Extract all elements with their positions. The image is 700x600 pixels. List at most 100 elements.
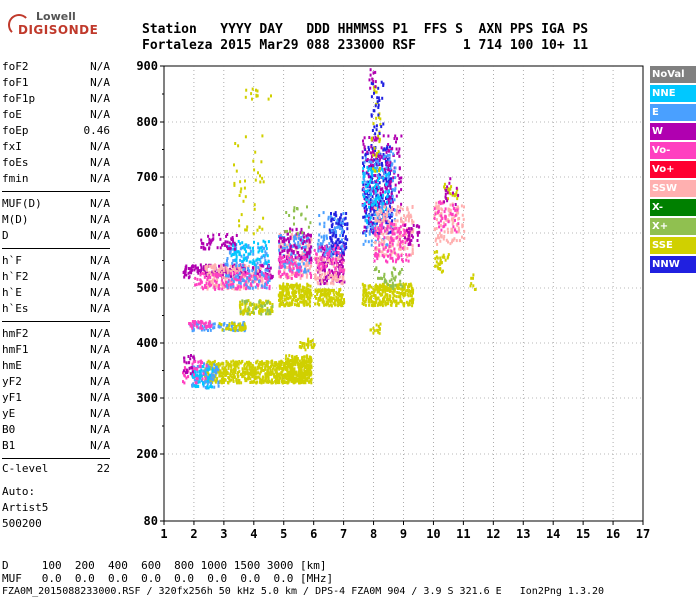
- echo-point: [373, 191, 376, 195]
- echo-point: [337, 222, 340, 226]
- echo-point: [329, 300, 332, 304]
- echo-point: [213, 385, 216, 389]
- echo-point: [266, 269, 269, 273]
- echo-point: [374, 300, 377, 304]
- echo-point: [249, 284, 252, 288]
- echo-point: [250, 372, 253, 376]
- echo-point: [361, 188, 364, 192]
- echo-point: [239, 242, 242, 246]
- echo-point: [227, 278, 230, 282]
- echo-point: [392, 224, 395, 228]
- echo-point: [438, 236, 441, 240]
- echo-point: [295, 275, 298, 278]
- echo-point: [195, 376, 198, 380]
- echo-point: [198, 373, 201, 377]
- echo-point: [339, 280, 341, 284]
- echo-point: [304, 263, 307, 267]
- echo-point: [205, 374, 208, 378]
- echo-point: [243, 269, 246, 273]
- echo-point: [269, 276, 272, 280]
- echo-point: [403, 284, 406, 288]
- echo-point: [257, 242, 260, 246]
- echo-point: [386, 195, 389, 199]
- echo-point: [234, 361, 237, 365]
- echo-point: [233, 271, 236, 275]
- echo-point: [395, 299, 398, 303]
- echo-point: [292, 298, 294, 302]
- echo-point: [366, 192, 369, 196]
- echo-point: [457, 230, 460, 234]
- echo-point: [310, 293, 313, 297]
- echo-point: [249, 282, 252, 286]
- echo-point: [362, 242, 365, 246]
- echo-point: [362, 299, 365, 302]
- echo-point: [370, 95, 373, 99]
- echo-point: [389, 161, 392, 165]
- echo-point: [217, 368, 220, 372]
- echo-point: [199, 263, 202, 267]
- echo-point: [258, 365, 260, 369]
- echo-point: [214, 279, 216, 283]
- echo-point: [183, 366, 186, 370]
- echo-point: [388, 224, 391, 228]
- echo-point: [260, 312, 263, 316]
- echo-point: [410, 298, 413, 302]
- echo-point: [304, 248, 306, 252]
- echo-point: [369, 151, 372, 155]
- echo-point: [318, 233, 321, 237]
- echo-point: [326, 292, 328, 296]
- echo-point: [404, 216, 407, 220]
- echo-point: [377, 155, 380, 159]
- echo-point: [382, 169, 384, 173]
- echo-point: [391, 200, 394, 204]
- echo-point: [387, 254, 389, 258]
- echo-point: [435, 218, 438, 222]
- echo-point: [363, 179, 366, 183]
- echo-point: [291, 260, 294, 263]
- echo-point: [331, 269, 333, 273]
- echo-point: [334, 303, 337, 307]
- echo-point: [333, 217, 336, 221]
- echo-point: [368, 205, 370, 209]
- echo-point: [390, 179, 393, 183]
- echo-point: [257, 284, 260, 287]
- echo-point: [406, 214, 409, 218]
- echo-point: [252, 311, 255, 314]
- echo-point: [364, 239, 367, 243]
- echo-point: [194, 385, 197, 389]
- echo-point: [396, 137, 398, 141]
- echo-point: [241, 241, 244, 245]
- echo-point: [331, 217, 334, 221]
- echo-point: [372, 294, 375, 298]
- echo-point: [297, 284, 300, 288]
- echo-point: [369, 167, 371, 171]
- echo-point: [198, 364, 201, 368]
- echo-point: [330, 219, 333, 223]
- echo-point: [390, 249, 393, 253]
- echo-point: [241, 264, 244, 267]
- echo-point: [410, 301, 413, 304]
- echo-point: [240, 187, 243, 191]
- echo-point: [340, 240, 343, 244]
- echo-point: [231, 372, 234, 376]
- echo-point: [363, 300, 366, 304]
- echo-point: [285, 272, 288, 276]
- echo-point: [218, 264, 220, 268]
- echo-point: [437, 204, 440, 208]
- echo-point: [402, 288, 404, 292]
- echo-point: [187, 276, 190, 280]
- echo-point: [290, 363, 293, 367]
- echo-point: [321, 280, 324, 284]
- echo-point: [404, 241, 407, 245]
- echo-point: [216, 370, 219, 374]
- echo-point: [370, 138, 373, 142]
- echo-point: [257, 246, 260, 250]
- echo-point: [258, 246, 261, 250]
- echo-point: [300, 374, 303, 378]
- echo-point: [280, 291, 283, 295]
- echo-point: [400, 216, 403, 220]
- echo-point: [386, 288, 389, 292]
- echo-point: [264, 240, 267, 244]
- echo-point: [379, 191, 382, 195]
- echo-point: [244, 179, 246, 183]
